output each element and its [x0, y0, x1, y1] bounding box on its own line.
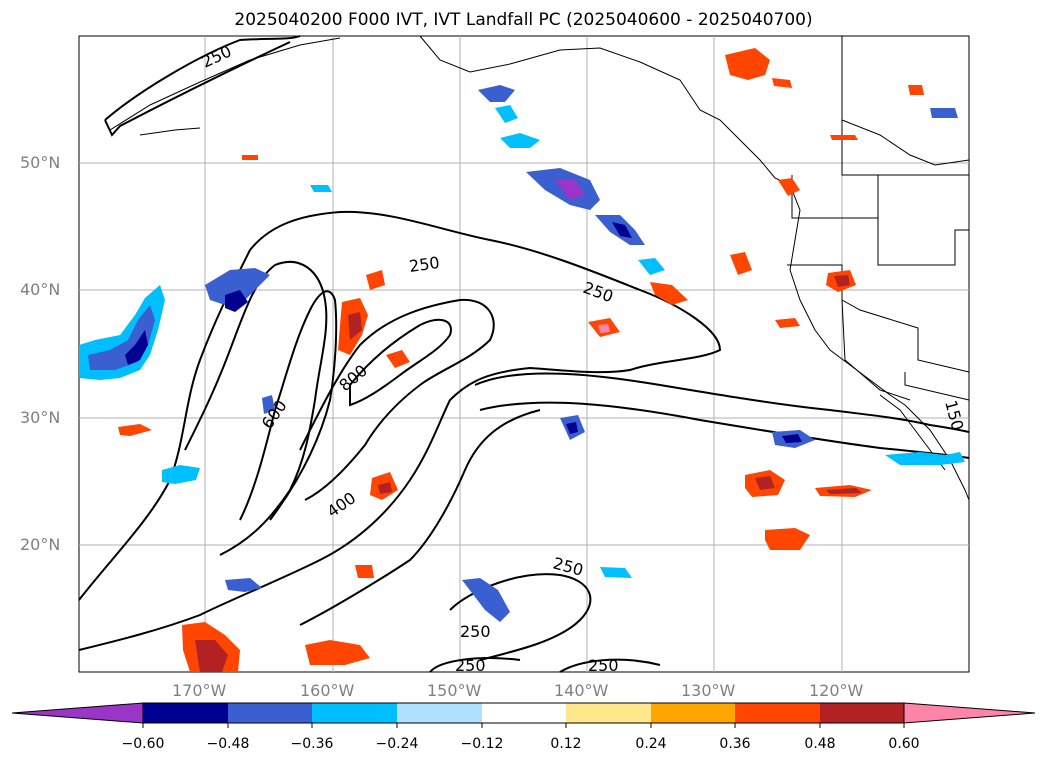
contour-label: 250: [408, 253, 441, 276]
pc-shading: [79, 48, 965, 672]
contour-label: 250: [588, 656, 619, 675]
colorbar-tick-label: 0.48: [804, 736, 836, 752]
colorbar-tick-label: −0.24: [375, 736, 419, 752]
ivt-contours: [78, 35, 970, 673]
graticule: [79, 36, 969, 672]
colorbar-tick-label: −0.60: [121, 736, 165, 752]
colorbar-tick-label: −0.12: [460, 736, 504, 752]
map-title: 2025040200 F000 IVT, IVT Landfall PC (20…: [234, 10, 813, 30]
lat-label-50n: 50°N: [20, 153, 61, 172]
lat-label-30n: 30°N: [20, 408, 61, 427]
lon-label-140w: 140°W: [554, 681, 609, 700]
lon-label-160w: 160°W: [300, 681, 355, 700]
map-frame: [78, 35, 970, 673]
lat-label-40n: 40°N: [20, 280, 61, 299]
contour-label: 250: [460, 622, 491, 641]
contour-label: 250: [455, 656, 486, 675]
colorbar-tick-label: 0.12: [550, 736, 582, 752]
colorbar-tick-label: 0.36: [719, 736, 751, 752]
lon-label-130w: 130°W: [681, 681, 736, 700]
colorbar-tick-label: −0.36: [290, 736, 334, 752]
lon-label-120w: 120°W: [809, 681, 864, 700]
lon-label-170w: 170°W: [172, 681, 227, 700]
coastline: [109, 35, 970, 501]
lat-label-20n: 20°N: [20, 535, 61, 554]
colorbar-tick-label: −0.48: [206, 736, 250, 752]
colorbar: [11, 702, 1036, 728]
colorbar-tick-label: 0.60: [888, 736, 920, 752]
colorbar-tick-label: 0.24: [635, 736, 667, 752]
lon-label-150w: 150°W: [427, 681, 482, 700]
